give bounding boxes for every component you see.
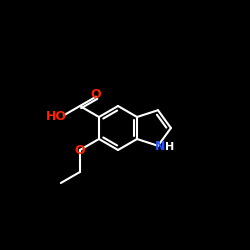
Text: H: H: [165, 142, 174, 152]
Text: HO: HO: [46, 110, 67, 123]
Text: O: O: [91, 88, 102, 101]
Text: N: N: [155, 140, 165, 153]
Text: O: O: [74, 144, 85, 156]
